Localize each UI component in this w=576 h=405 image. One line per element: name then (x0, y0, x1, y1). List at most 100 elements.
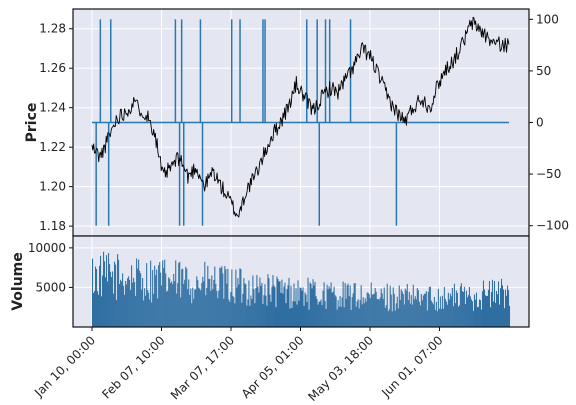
volume-bar (161, 285, 163, 327)
volume-bar (271, 286, 273, 327)
volume-bar (232, 295, 234, 327)
volume-bar (135, 296, 137, 327)
volume-bar (427, 291, 429, 327)
volume-bar (208, 278, 210, 327)
volume-bar (252, 275, 254, 327)
volume-bar (93, 293, 95, 327)
x-tick-label: May 03, 18:00 (305, 333, 376, 404)
volume-bar (218, 290, 220, 327)
volume-bar (269, 294, 271, 327)
volume-bar (153, 293, 155, 327)
volume-bar (416, 288, 418, 327)
volume-bar (499, 288, 502, 327)
volume-bar (338, 306, 340, 327)
volume-bar (334, 295, 336, 327)
volume-bar (156, 269, 158, 327)
volume-bar (151, 302, 153, 327)
volume-bar (478, 299, 480, 327)
volume-bar (501, 285, 504, 327)
volume-bar (170, 283, 172, 327)
volume-bar (296, 304, 298, 327)
volume-bar (150, 260, 152, 327)
volume-bar (201, 283, 203, 327)
volume-bar (470, 299, 472, 327)
volume-bar (195, 289, 197, 327)
volume-bar (402, 293, 404, 327)
price-ytick-label: 1.28 (39, 22, 66, 36)
volume-bar (390, 294, 392, 327)
volume-bar (180, 297, 182, 327)
volume-bar (116, 299, 118, 327)
volume-bar (341, 297, 343, 327)
volume-bar (336, 309, 338, 327)
volume-bar (298, 300, 300, 327)
volume-bar (421, 300, 423, 327)
volume-bar (166, 291, 168, 327)
volume-bar (316, 299, 318, 327)
volume-bar (117, 254, 119, 327)
volume-bar (340, 306, 342, 327)
volume-bar (494, 302, 497, 327)
volume-bar (399, 299, 401, 327)
volume-bar (388, 309, 390, 327)
volume-bar (176, 293, 178, 327)
volume-bar (175, 260, 177, 327)
volume-bar (327, 289, 329, 327)
volume-bar (248, 280, 250, 327)
volume-bar (123, 285, 125, 327)
volume-bar (431, 302, 433, 327)
volume-bar (439, 296, 441, 327)
volume-bar (99, 265, 101, 327)
volume-bar (224, 266, 226, 327)
volume-bar (121, 281, 123, 327)
volume-bar (344, 282, 346, 327)
volume-bar (178, 262, 180, 327)
volume-bar (405, 290, 407, 327)
volume-bar (400, 289, 402, 327)
volume-bar (276, 276, 278, 327)
volume-bar (129, 279, 131, 327)
volume-bar (251, 299, 253, 327)
volume-bar (254, 303, 256, 327)
volume-bar (458, 305, 460, 327)
volume-bar (214, 266, 216, 327)
volume-bar (360, 285, 362, 327)
volume-bar (190, 288, 192, 327)
volume-bar (270, 301, 272, 327)
volume-bar (192, 287, 194, 327)
volume-bar (297, 280, 299, 327)
volume-bar (366, 292, 368, 327)
volume-bar (485, 295, 487, 327)
volume-bar (460, 283, 462, 327)
volume-bar (302, 287, 304, 327)
volume-bar (285, 303, 287, 327)
volume-bar (408, 291, 410, 327)
volume-bar (459, 286, 461, 327)
volume-bar (96, 269, 98, 327)
volume-bar (256, 275, 258, 327)
volume-bar (397, 308, 399, 327)
volume-bar (395, 303, 397, 327)
volume-bar (482, 280, 484, 327)
volume-bar (483, 289, 485, 327)
volume-bar (474, 299, 476, 327)
volume-bar (246, 305, 248, 327)
volume-bar (477, 306, 479, 327)
volume-bar (348, 296, 350, 327)
volume-bar (362, 297, 364, 327)
volume-ytick-label: 5000 (35, 280, 66, 294)
volume-bar (184, 279, 186, 327)
volume-bar (371, 294, 373, 327)
volume-bar (468, 287, 470, 327)
volume-bar (257, 286, 259, 327)
volume-bar (357, 299, 359, 327)
volume-bar (265, 295, 267, 327)
volume-bar (172, 284, 174, 327)
volume-bar (236, 287, 238, 327)
volume-bar (387, 311, 389, 327)
volume-bar (261, 282, 263, 327)
volume-bar (130, 289, 132, 327)
volume-bar (392, 287, 394, 327)
volume-bar (213, 279, 215, 327)
